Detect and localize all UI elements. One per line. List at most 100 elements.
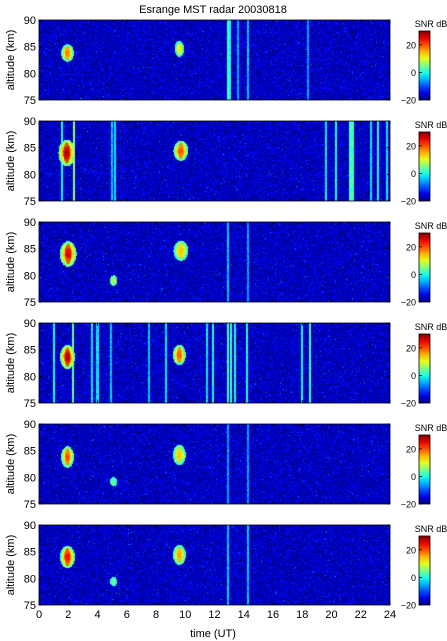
colorbar: [418, 535, 431, 606]
y-tick-label: 80: [24, 270, 36, 282]
y-tick-label: 85: [24, 244, 36, 256]
y-tick-label: 80: [24, 169, 36, 181]
snr-image: [39, 121, 390, 201]
snr-image: [39, 424, 390, 504]
snr-image: [39, 222, 390, 302]
colorbar-label: SNR dB: [415, 120, 447, 130]
y-tick-label: 80: [24, 68, 36, 80]
y-tick-label: 75: [24, 297, 36, 309]
colorbar-tick-label: 0: [411, 68, 416, 78]
y-tick-label: 85: [24, 547, 36, 559]
snr-image: [39, 323, 390, 403]
colorbar: [418, 333, 431, 404]
y-axis-label: altitude (km): [5, 131, 17, 192]
colorbar-tick-label: 0: [411, 472, 416, 482]
y-tick-label: 90: [24, 15, 36, 27]
y-tick-label: 75: [24, 499, 36, 511]
echo-mark-1: [64, 448, 71, 466]
colorbar-label: SNR dB: [415, 423, 447, 433]
x-tick-label: 20: [325, 609, 337, 621]
y-tick-label: 75: [24, 95, 36, 107]
colorbar-label: SNR dB: [415, 322, 447, 332]
x-tick-label: 14: [238, 609, 250, 621]
x-tick-label: 8: [153, 609, 159, 621]
echo-mark-3: [112, 276, 116, 285]
y-tick-label: 90: [24, 116, 36, 128]
y-axis-label: altitude (km): [5, 333, 17, 394]
radar-panel-2: 75 80 85 90 altitude (km) SNR dB 20 0 −20: [5, 116, 447, 208]
echo-mark-2: [176, 546, 182, 563]
echo-mark-3: [112, 577, 116, 586]
echo-mark-2: [176, 347, 182, 363]
y-tick-label: 75: [24, 600, 36, 612]
echo-mark-1: [64, 347, 71, 367]
y-tick-label: 80: [24, 472, 36, 484]
x-tick-label: 0: [36, 609, 42, 621]
x-tick-label: 6: [124, 609, 130, 621]
colorbar-tick-label: 20: [406, 545, 416, 555]
colorbar-label: SNR dB: [415, 221, 447, 231]
y-axis-label: altitude (km): [5, 535, 17, 596]
echo-mark-3: [112, 477, 116, 486]
colorbar-tick-label: 20: [406, 40, 416, 50]
colorbar: [418, 131, 431, 202]
radar-panel-4: 75 80 85 90 altitude (km) SNR dB 20 0 −20: [5, 318, 447, 410]
echo-mark-2: [177, 42, 182, 56]
colorbar-tick-label: −20: [401, 500, 416, 510]
colorbar-tick-label: −20: [401, 298, 416, 308]
x-tick-label: 22: [355, 609, 367, 621]
y-tick-label: 80: [24, 573, 36, 585]
y-axis-label: altitude (km): [5, 434, 17, 495]
x-tick-label: 10: [179, 609, 191, 621]
echo-mark-2: [177, 242, 184, 259]
radar-panel-1: 75 80 85 90 altitude (km) SNR dB 20 0 −20: [5, 15, 447, 107]
colorbar-tick-label: 20: [406, 444, 416, 454]
colorbar-label: SNR dB: [415, 19, 447, 29]
colorbar-label: SNR dB: [415, 524, 447, 534]
x-tick-label: 12: [208, 609, 220, 621]
y-tick-label: 90: [24, 520, 36, 532]
colorbar-tick-label: 20: [406, 343, 416, 353]
colorbar-tick-label: 20: [406, 242, 416, 252]
colorbar: [418, 232, 431, 303]
colorbar-tick-label: −20: [401, 197, 416, 207]
x-tick-label: 2: [65, 609, 71, 621]
colorbar-tick-label: 0: [411, 270, 416, 280]
y-axis-label: altitude (km): [5, 232, 17, 293]
figure-title: Esrange MST radar 20030818: [139, 4, 287, 16]
y-tick-label: 75: [24, 398, 36, 410]
snr-image: [39, 20, 390, 100]
x-tick-label: 4: [94, 609, 100, 621]
y-tick-label: 90: [24, 318, 36, 330]
echo-mark-2: [176, 446, 182, 463]
y-tick-label: 85: [24, 345, 36, 357]
echo-mark-1: [64, 243, 72, 265]
colorbar-tick-label: 0: [411, 573, 416, 583]
colorbar: [418, 434, 431, 505]
colorbar: [418, 30, 431, 101]
y-tick-label: 80: [24, 371, 36, 383]
colorbar-tick-label: 0: [411, 371, 416, 381]
radar-panel-5: 75 80 85 90 altitude (km) SNR dB 20 0 −20: [5, 419, 447, 511]
colorbar-tick-label: 20: [406, 141, 416, 151]
echo-mark-1: [63, 142, 71, 164]
y-tick-label: 85: [24, 446, 36, 458]
colorbar-tick-label: −20: [401, 399, 416, 409]
y-tick-label: 90: [24, 419, 36, 431]
y-tick-label: 85: [24, 42, 36, 54]
y-tick-label: 85: [24, 143, 36, 155]
echo-mark-1: [64, 46, 71, 60]
echo-mark-1: [64, 547, 71, 567]
echo-mark-2: [177, 142, 184, 159]
colorbar-tick-label: −20: [401, 601, 416, 611]
snr-image: [39, 525, 390, 605]
x-tick-label: 24: [384, 609, 396, 621]
colorbar-tick-label: −20: [401, 96, 416, 106]
x-tick-label: 16: [267, 609, 279, 621]
x-axis-label: time (UT): [190, 628, 236, 640]
colorbar-tick-label: 0: [411, 169, 416, 179]
y-axis-label: altitude (km): [5, 30, 17, 91]
